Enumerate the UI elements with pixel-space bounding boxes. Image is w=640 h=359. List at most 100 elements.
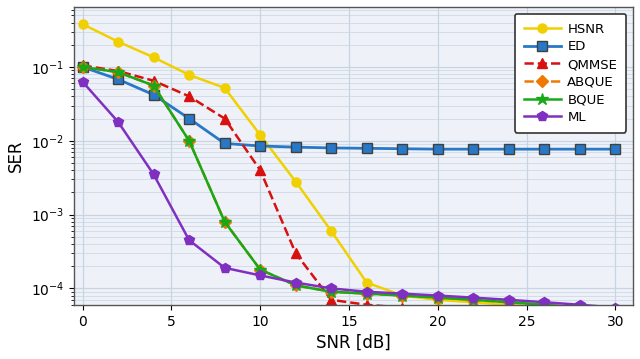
ED xyxy=(398,146,406,151)
ML xyxy=(150,172,157,177)
ML xyxy=(434,293,442,298)
Legend: HSNR, ED, QMMSE, ABQUE, BQUE, ML: HSNR, ED, QMMSE, ABQUE, BQUE, ML xyxy=(515,14,627,133)
ML xyxy=(363,290,371,294)
Line: ML: ML xyxy=(77,77,620,312)
QMMSE xyxy=(469,308,477,313)
ABQUE xyxy=(611,308,619,313)
BQUE xyxy=(398,293,406,298)
BQUE xyxy=(115,70,122,74)
X-axis label: SNR [dB]: SNR [dB] xyxy=(316,334,391,352)
ED xyxy=(469,147,477,151)
ML xyxy=(540,300,548,304)
ABQUE xyxy=(150,83,157,88)
HSNR xyxy=(292,180,300,184)
ED xyxy=(79,65,86,69)
ED xyxy=(363,146,371,150)
BQUE xyxy=(576,306,584,310)
ML xyxy=(505,298,513,302)
QMMSE xyxy=(292,251,300,255)
HSNR xyxy=(186,73,193,77)
ABQUE xyxy=(292,283,300,288)
HSNR xyxy=(221,86,228,90)
BQUE xyxy=(186,139,193,143)
QMMSE xyxy=(576,308,584,313)
HSNR xyxy=(611,308,619,313)
ED xyxy=(505,147,513,151)
ED xyxy=(327,146,335,150)
QMMSE xyxy=(363,303,371,307)
HSNR xyxy=(79,22,86,26)
QMMSE xyxy=(611,308,619,313)
ML xyxy=(186,238,193,242)
ED xyxy=(221,141,228,146)
ED xyxy=(186,116,193,121)
Line: BQUE: BQUE xyxy=(76,61,621,317)
ED xyxy=(292,145,300,149)
ED xyxy=(576,147,584,151)
ED xyxy=(150,93,157,97)
HSNR xyxy=(115,39,122,44)
BQUE xyxy=(611,308,619,313)
ABQUE xyxy=(327,290,335,294)
HSNR xyxy=(398,293,406,298)
BQUE xyxy=(150,83,157,88)
ABQUE xyxy=(79,65,86,69)
Y-axis label: SER: SER xyxy=(7,140,25,172)
ML xyxy=(292,280,300,285)
Line: HSNR: HSNR xyxy=(78,20,620,315)
ABQUE xyxy=(398,293,406,298)
ABQUE xyxy=(469,298,477,302)
Line: ABQUE: ABQUE xyxy=(79,63,620,315)
ABQUE xyxy=(363,292,371,296)
ABQUE xyxy=(540,303,548,307)
HSNR xyxy=(576,307,584,312)
Line: ED: ED xyxy=(78,62,620,154)
ML xyxy=(327,286,335,290)
HSNR xyxy=(540,306,548,310)
QMMSE xyxy=(327,298,335,302)
BQUE xyxy=(292,283,300,288)
QMMSE xyxy=(79,63,86,67)
HSNR xyxy=(363,280,371,285)
QMMSE xyxy=(434,308,442,313)
ABQUE xyxy=(505,300,513,304)
HSNR xyxy=(505,303,513,307)
HSNR xyxy=(257,133,264,137)
BQUE xyxy=(257,267,264,272)
ML xyxy=(221,266,228,270)
ML xyxy=(576,303,584,307)
ED xyxy=(434,147,442,151)
ML xyxy=(469,295,477,300)
QMMSE xyxy=(257,168,264,172)
BQUE xyxy=(505,300,513,304)
QMMSE xyxy=(150,79,157,83)
BQUE xyxy=(469,298,477,302)
HSNR xyxy=(327,229,335,233)
ML xyxy=(115,120,122,124)
QMMSE xyxy=(505,308,513,313)
ML xyxy=(257,273,264,278)
BQUE xyxy=(540,303,548,307)
ML xyxy=(398,292,406,296)
ABQUE xyxy=(221,220,228,224)
ED xyxy=(257,144,264,148)
BQUE xyxy=(363,292,371,296)
BQUE xyxy=(221,220,228,224)
BQUE xyxy=(327,290,335,294)
QMMSE xyxy=(186,94,193,98)
ABQUE xyxy=(257,267,264,272)
ML xyxy=(79,80,86,84)
ABQUE xyxy=(186,139,193,143)
ML xyxy=(611,306,619,310)
QMMSE xyxy=(221,116,228,121)
ED xyxy=(540,147,548,151)
ABQUE xyxy=(434,295,442,300)
QMMSE xyxy=(398,306,406,310)
BQUE xyxy=(434,295,442,300)
HSNR xyxy=(150,55,157,60)
ABQUE xyxy=(576,306,584,310)
QMMSE xyxy=(115,69,122,73)
ABQUE xyxy=(115,70,122,74)
HSNR xyxy=(434,298,442,302)
ED xyxy=(115,77,122,81)
